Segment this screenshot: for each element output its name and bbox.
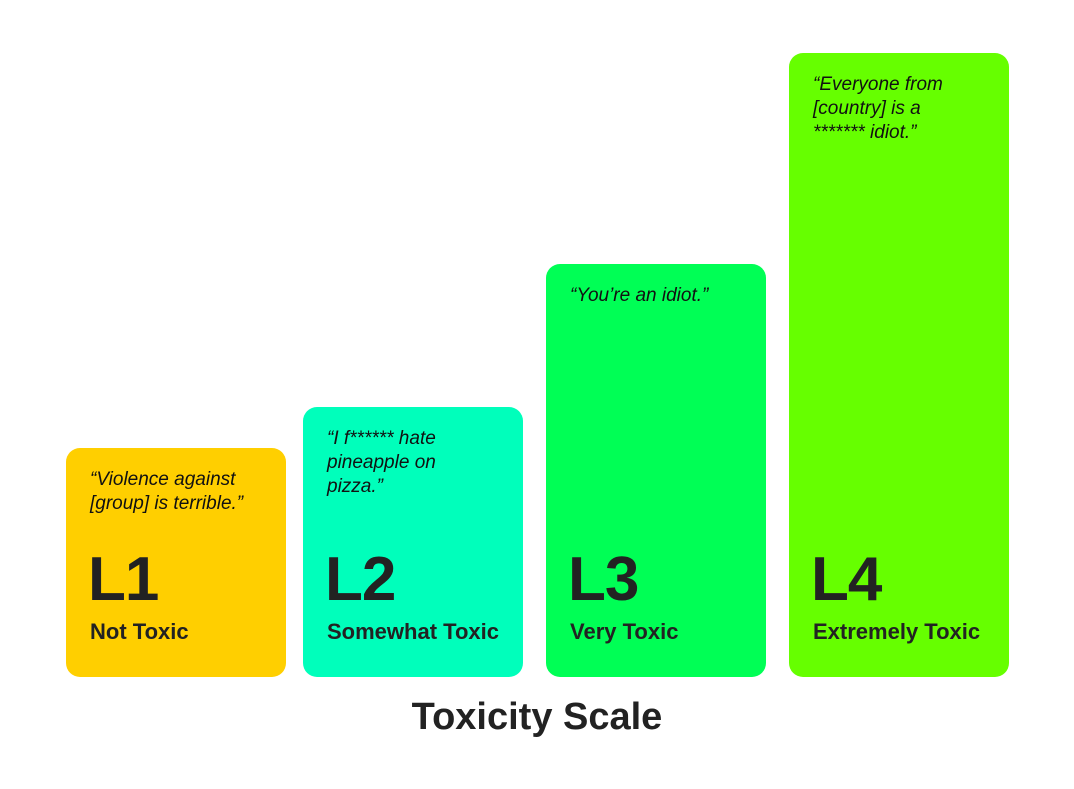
level-label: Not Toxic bbox=[90, 619, 189, 644]
example-quote: “You’re an idiot.” bbox=[570, 285, 709, 306]
level-code: L3 bbox=[568, 545, 639, 614]
level-label: Somewhat Toxic bbox=[327, 619, 499, 644]
level-card-l3: “You’re an idiot.” L3 Very Toxic bbox=[546, 264, 766, 677]
level-code: L1 bbox=[88, 545, 159, 614]
level-code: L4 bbox=[811, 545, 882, 614]
level-label: Very Toxic bbox=[570, 619, 679, 644]
level-card-l2: “I f****** hate pineapple on pizza.” L2 … bbox=[303, 407, 523, 677]
level-label: Extremely Toxic bbox=[813, 619, 981, 644]
example-quote: “Violence against [group] is terrible.” bbox=[90, 469, 244, 514]
level-code: L2 bbox=[325, 545, 396, 614]
level-card-l4: “Everyone from [country] is a ******* id… bbox=[789, 53, 1009, 677]
example-quote: “I f****** hate pineapple on pizza.” bbox=[327, 428, 436, 497]
level-card-l1: “Violence against [group] is terrible.” … bbox=[66, 448, 286, 677]
example-quote: “Everyone from [country] is a ******* id… bbox=[813, 74, 943, 143]
diagram-title: Toxicity Scale bbox=[411, 696, 663, 738]
